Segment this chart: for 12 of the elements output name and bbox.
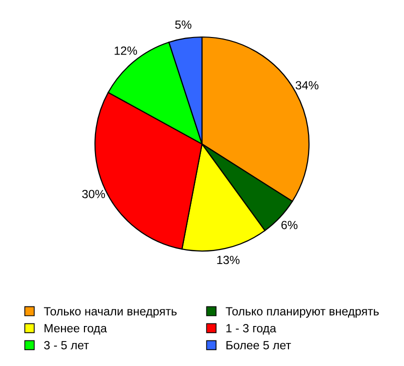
legend-label: Менее года <box>44 324 107 335</box>
data-label: 13% <box>217 256 240 264</box>
legend-label: 1 - 3 года <box>226 324 276 335</box>
data-label: 6% <box>281 220 298 230</box>
legend-label: Более 5 лет <box>226 341 291 350</box>
data-label: 34% <box>296 81 318 90</box>
data-label: 5% <box>175 20 192 29</box>
legend-label: 3 - 5 лет <box>44 341 89 350</box>
legend-label: Только планируют внедрять <box>226 307 379 318</box>
data-label: 12% <box>114 46 138 55</box>
legend-label: Только начали внедрять <box>44 307 177 318</box>
data-label: 30% <box>82 190 105 198</box>
